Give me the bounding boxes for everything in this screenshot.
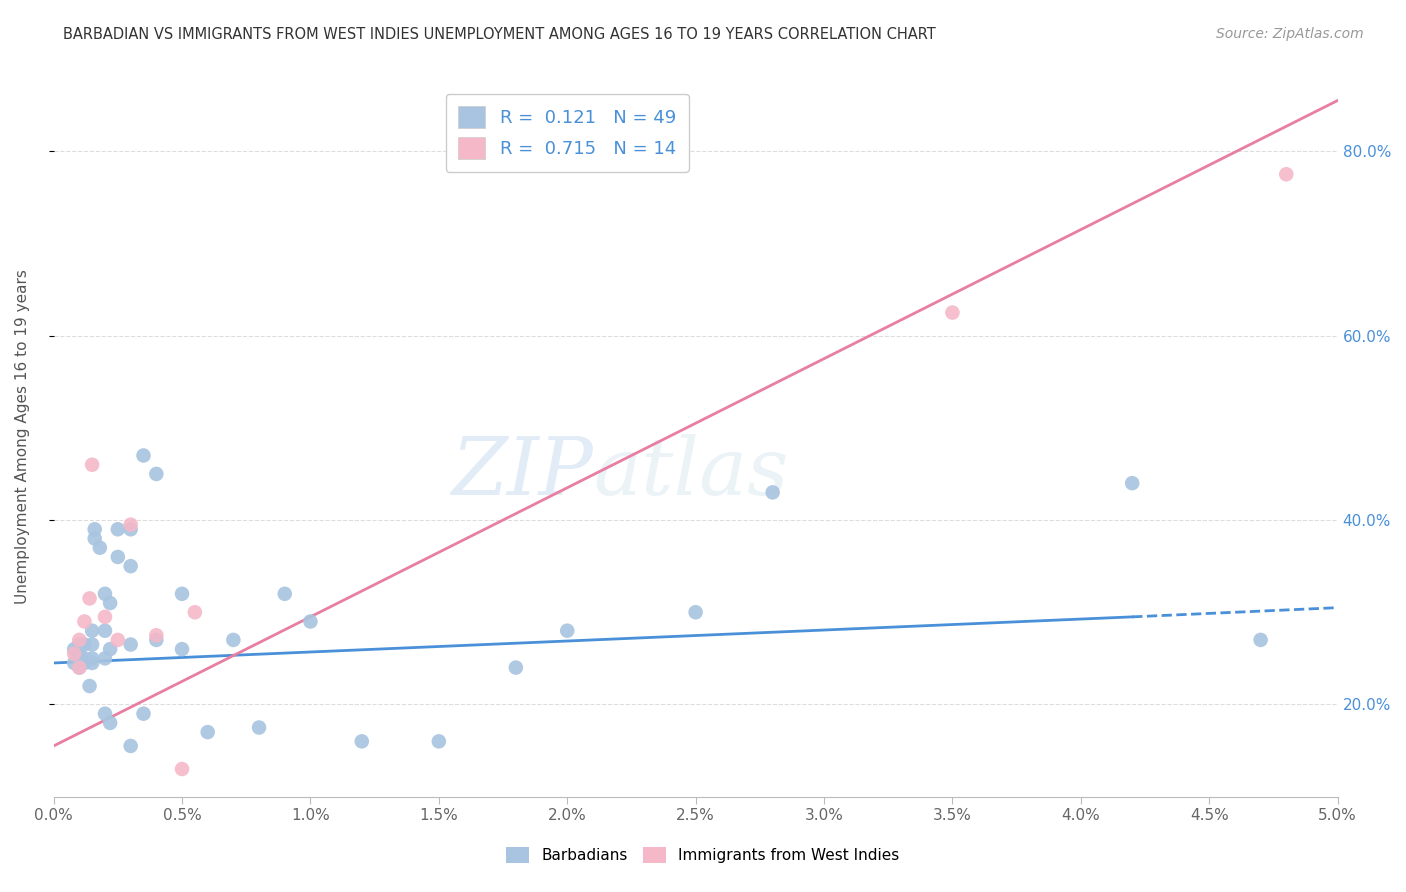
Point [1250, 632, 1272, 647]
Point [73, 651, 96, 665]
Point [82, 458, 104, 472]
Point [145, 632, 167, 647]
Text: atlas: atlas [593, 434, 789, 512]
Point [120, 739, 142, 753]
Point [82, 638, 104, 652]
Point [67, 647, 90, 661]
Y-axis label: Unemployment Among Ages 16 to 19 years: Unemployment Among Ages 16 to 19 years [15, 269, 30, 605]
Text: ZIP: ZIP [451, 434, 593, 512]
Point [82, 624, 104, 638]
Point [132, 706, 155, 721]
Point [94, 624, 117, 638]
Text: Source: ZipAtlas.com: Source: ZipAtlas.com [1216, 27, 1364, 41]
Legend: R =  0.121   N = 49, R =  0.715   N = 14: R = 0.121 N = 49, R = 0.715 N = 14 [446, 94, 689, 172]
Point [107, 632, 129, 647]
Point [79, 591, 101, 606]
Point [67, 660, 90, 674]
Point [120, 517, 142, 532]
Point [67, 660, 90, 674]
Point [98, 596, 121, 610]
Point [274, 587, 297, 601]
Point [98, 642, 121, 657]
Point [555, 624, 578, 638]
Point [73, 656, 96, 670]
Point [82, 651, 104, 665]
Point [170, 587, 193, 601]
Point [145, 467, 167, 481]
Point [120, 559, 142, 574]
Point [67, 632, 90, 647]
Point [1121, 476, 1143, 491]
Point [73, 615, 96, 629]
Point [685, 605, 707, 619]
Point [94, 651, 117, 665]
Point [197, 725, 219, 739]
Text: BARBADIAN VS IMMIGRANTS FROM WEST INDIES UNEMPLOYMENT AMONG AGES 16 TO 19 YEARS : BARBADIAN VS IMMIGRANTS FROM WEST INDIES… [63, 27, 936, 42]
Point [145, 628, 167, 642]
Point [82, 656, 104, 670]
Point [107, 522, 129, 536]
Point [350, 734, 373, 748]
Point [247, 721, 270, 735]
Point [107, 549, 129, 564]
Point [89, 541, 111, 555]
Point [762, 485, 785, 500]
Point [79, 679, 101, 693]
Point [120, 638, 142, 652]
Point [63, 642, 86, 657]
Point [299, 615, 322, 629]
Point [98, 715, 121, 730]
Point [505, 660, 527, 674]
Point [427, 734, 450, 748]
Point [1275, 167, 1298, 181]
Point [170, 642, 193, 657]
Point [170, 762, 193, 776]
Point [132, 449, 155, 463]
Point [222, 632, 245, 647]
Point [94, 610, 117, 624]
Point [120, 522, 142, 536]
Point [63, 647, 86, 661]
Point [73, 638, 96, 652]
Point [94, 587, 117, 601]
Point [67, 656, 90, 670]
Point [941, 305, 963, 319]
Point [63, 656, 86, 670]
Point [94, 706, 117, 721]
Point [67, 638, 90, 652]
Point [83, 532, 105, 546]
Point [83, 522, 105, 536]
Point [184, 605, 207, 619]
Legend: Barbadians, Immigrants from West Indies: Barbadians, Immigrants from West Indies [499, 839, 907, 871]
